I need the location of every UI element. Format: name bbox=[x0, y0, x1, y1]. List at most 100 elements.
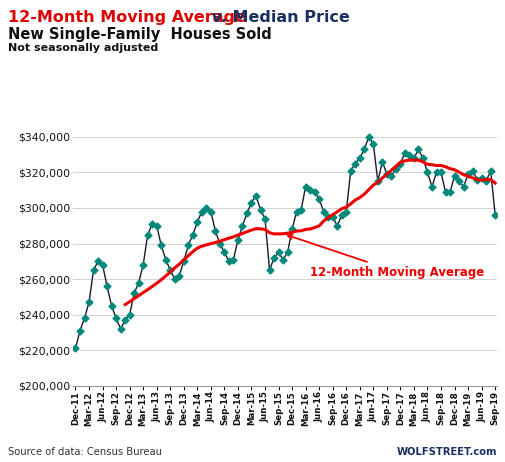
Point bbox=[464, 170, 472, 178]
Point bbox=[365, 133, 373, 140]
Text: WOLFSTREET.com: WOLFSTREET.com bbox=[397, 447, 497, 457]
Point bbox=[211, 227, 219, 235]
Point bbox=[126, 311, 134, 318]
Point bbox=[401, 149, 409, 157]
Point bbox=[469, 167, 477, 174]
Text: New Single-Family  Houses Sold: New Single-Family Houses Sold bbox=[8, 27, 271, 42]
Point bbox=[121, 316, 129, 324]
Point bbox=[491, 212, 499, 219]
Point bbox=[257, 206, 265, 213]
Point bbox=[487, 167, 495, 174]
Point bbox=[171, 275, 179, 283]
Point bbox=[247, 199, 256, 207]
Point bbox=[387, 172, 395, 180]
Point bbox=[76, 327, 84, 334]
Point bbox=[374, 177, 382, 185]
Point bbox=[270, 254, 278, 261]
Point bbox=[130, 290, 138, 297]
Point bbox=[203, 204, 211, 212]
Point bbox=[117, 325, 125, 333]
Point bbox=[441, 188, 449, 195]
Point bbox=[360, 146, 368, 153]
Point bbox=[460, 183, 468, 190]
Text: Not seasonally adjusted: Not seasonally adjusted bbox=[8, 43, 158, 53]
Point bbox=[266, 267, 274, 274]
Point bbox=[378, 158, 386, 165]
Point bbox=[180, 258, 188, 265]
Point bbox=[333, 222, 341, 230]
Point bbox=[419, 154, 427, 162]
Point bbox=[450, 172, 459, 180]
Point bbox=[279, 256, 287, 263]
Point bbox=[238, 222, 246, 230]
Point bbox=[356, 154, 364, 162]
Point bbox=[216, 240, 224, 247]
Point bbox=[139, 261, 147, 268]
Point bbox=[410, 154, 418, 162]
Point bbox=[406, 151, 414, 158]
Point bbox=[207, 208, 215, 215]
Point bbox=[437, 169, 445, 176]
Point bbox=[446, 188, 454, 195]
Point bbox=[306, 187, 314, 194]
Point bbox=[220, 249, 228, 256]
Point bbox=[189, 231, 197, 238]
Point bbox=[432, 169, 440, 176]
Point bbox=[423, 169, 431, 176]
Point bbox=[311, 188, 319, 195]
Point bbox=[175, 272, 183, 279]
Text: 12-Month Moving Average: 12-Month Moving Average bbox=[288, 235, 484, 279]
Point bbox=[261, 215, 269, 222]
Point bbox=[292, 208, 300, 215]
Point bbox=[342, 208, 350, 215]
Point bbox=[338, 212, 346, 219]
Point bbox=[80, 315, 88, 322]
Point bbox=[89, 267, 97, 274]
Point bbox=[148, 220, 156, 228]
Point bbox=[135, 279, 143, 286]
Point bbox=[243, 210, 251, 217]
Point bbox=[234, 236, 242, 243]
Point bbox=[478, 174, 486, 182]
Point bbox=[103, 282, 111, 290]
Point bbox=[288, 225, 296, 233]
Point bbox=[315, 195, 323, 203]
Point bbox=[98, 261, 107, 268]
Point bbox=[301, 183, 310, 190]
Point bbox=[329, 213, 337, 220]
Point bbox=[184, 242, 192, 249]
Point bbox=[392, 165, 400, 172]
Text: v. Median Price: v. Median Price bbox=[206, 10, 349, 25]
Point bbox=[320, 208, 328, 215]
Point bbox=[473, 176, 481, 183]
Point bbox=[347, 167, 355, 174]
Point bbox=[482, 177, 490, 185]
Point bbox=[112, 315, 120, 322]
Point bbox=[166, 267, 174, 274]
Point bbox=[157, 242, 165, 249]
Point bbox=[275, 249, 283, 256]
Point bbox=[396, 160, 405, 167]
Point bbox=[297, 206, 305, 213]
Point bbox=[383, 170, 391, 178]
Point bbox=[108, 302, 116, 310]
Point bbox=[162, 256, 170, 263]
Text: 12-Month Moving Average: 12-Month Moving Average bbox=[8, 10, 245, 25]
Point bbox=[324, 213, 332, 220]
Text: Source of data: Census Bureau: Source of data: Census Bureau bbox=[8, 447, 162, 457]
Point bbox=[369, 140, 377, 148]
Point bbox=[229, 256, 237, 263]
Point bbox=[283, 249, 291, 256]
Point bbox=[351, 160, 360, 167]
Point bbox=[193, 219, 201, 226]
Point bbox=[225, 258, 233, 265]
Point bbox=[71, 345, 79, 352]
Point bbox=[85, 298, 93, 306]
Point bbox=[455, 177, 463, 185]
Point bbox=[143, 231, 152, 238]
Point bbox=[153, 222, 161, 230]
Point bbox=[94, 258, 102, 265]
Point bbox=[198, 208, 206, 215]
Point bbox=[428, 183, 436, 190]
Point bbox=[415, 146, 423, 153]
